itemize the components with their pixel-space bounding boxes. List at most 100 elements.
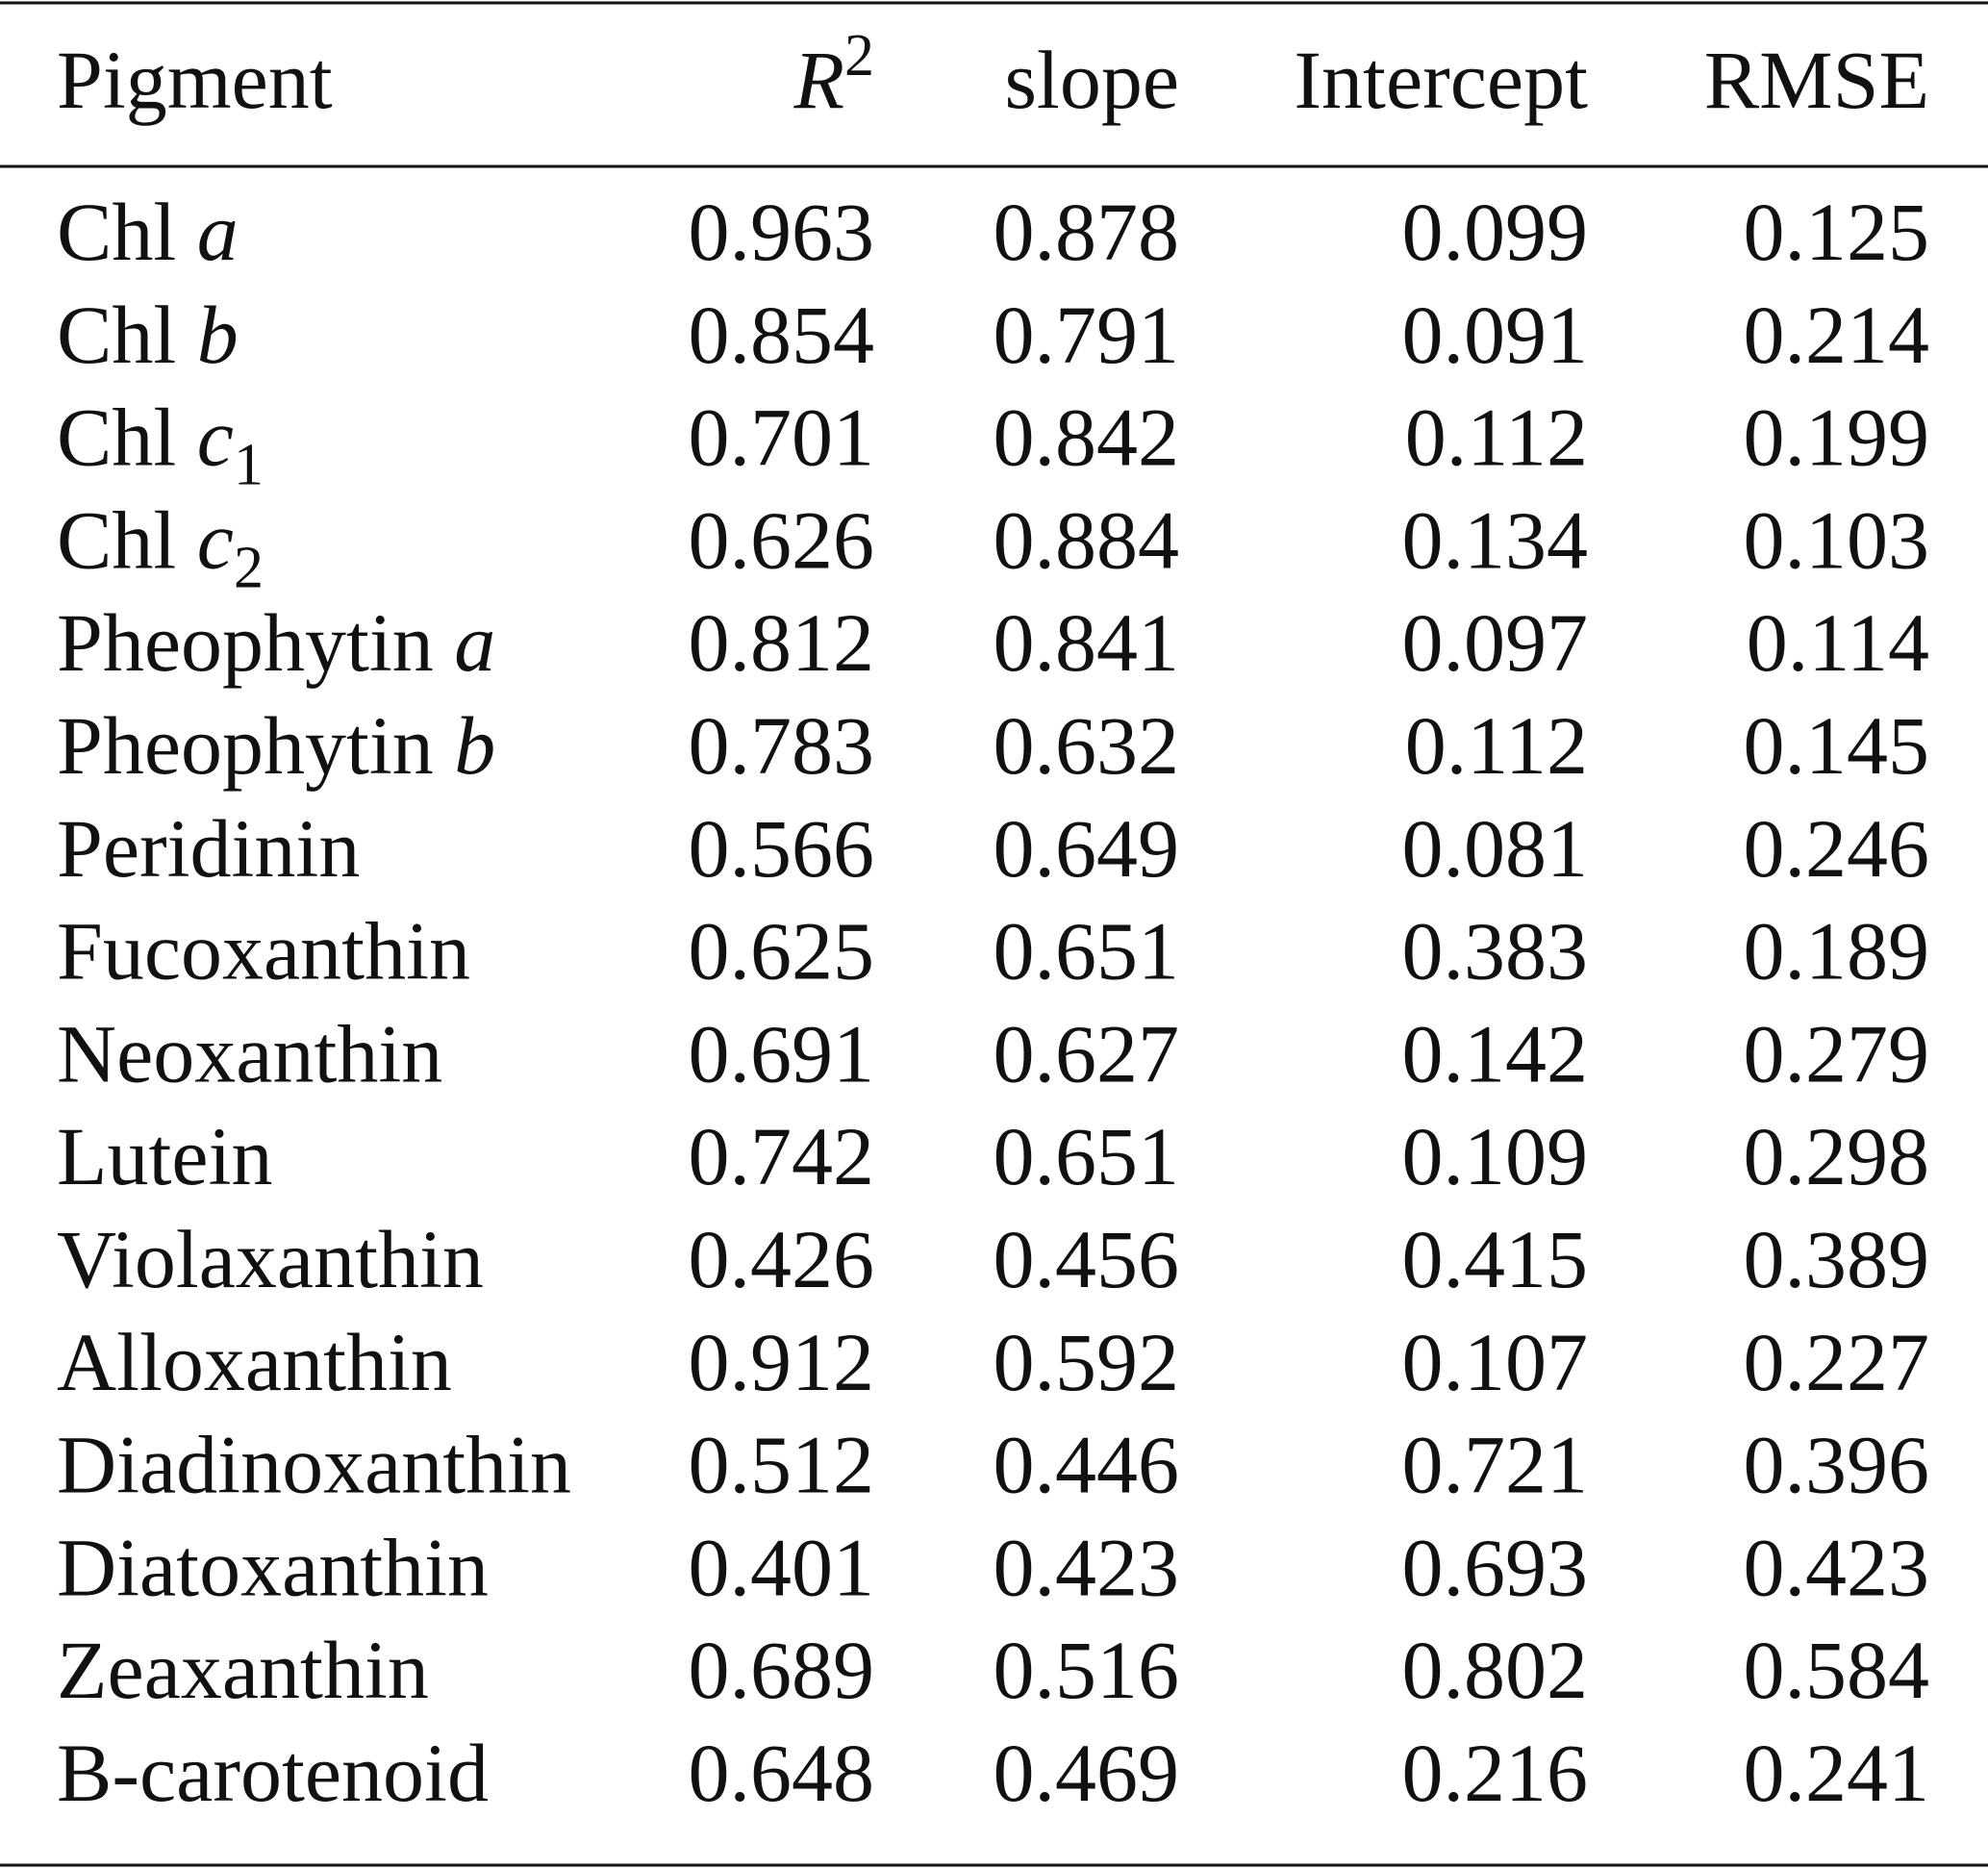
value-cell: 0.145: [1744, 699, 1930, 792]
value-cell-text: 0.216: [1402, 1727, 1589, 1819]
value-cell: 0.107: [1402, 1316, 1589, 1408]
value-cell: 0.592: [994, 1316, 1180, 1408]
value-cell-text: 0.693: [1402, 1521, 1589, 1613]
value-cell: 0.512: [689, 1419, 875, 1511]
pigment-name-italic: c: [197, 391, 234, 484]
column-header: slope: [1004, 34, 1179, 126]
pigment-name: Chl c2: [57, 493, 264, 600]
value-cell: 0.415: [1402, 1213, 1589, 1305]
value-cell: 0.884: [994, 493, 1180, 586]
value-cell-text: 0.125: [1744, 186, 1930, 278]
value-cell: 0.649: [994, 802, 1180, 895]
column-header: RMSE: [1704, 34, 1929, 126]
value-cell-text: 0.802: [1402, 1624, 1589, 1716]
value-cell: 0.632: [994, 699, 1180, 792]
value-cell: 0.812: [689, 596, 875, 689]
value-cell-text: 0.651: [994, 1110, 1180, 1202]
pigment-name: Chl c1: [57, 391, 264, 498]
value-cell: 0.423: [994, 1521, 1180, 1613]
value-cell: 0.783: [689, 699, 875, 792]
value-cell-text: 0.701: [689, 391, 875, 484]
value-cell-text: 0.099: [1402, 186, 1589, 278]
value-cell-text: 0.241: [1744, 1727, 1930, 1819]
column-header-text: R: [793, 34, 844, 126]
value-cell-text: 0.227: [1744, 1316, 1930, 1408]
value-cell: 0.584: [1744, 1624, 1930, 1716]
value-cell-text: 0.841: [994, 596, 1180, 689]
value-cell: 0.091: [1402, 289, 1589, 381]
column-header-text: RMSE: [1704, 34, 1929, 126]
value-cell-text: 0.423: [1744, 1521, 1930, 1613]
value-cell-text: 0.627: [994, 1007, 1180, 1099]
value-cell-text: 0.383: [1402, 905, 1589, 998]
pigment-name: Alloxanthin: [57, 1316, 452, 1408]
pigment-name-text: Fucoxanthin: [57, 905, 470, 998]
value-cell-text: 0.199: [1744, 391, 1930, 484]
value-cell-text: 0.415: [1402, 1213, 1589, 1305]
value-cell: 0.081: [1402, 802, 1589, 895]
value-cell-text: 0.651: [994, 905, 1180, 998]
value-cell-text: 0.134: [1402, 493, 1589, 586]
value-cell-text: 0.389: [1744, 1213, 1930, 1305]
value-cell: 0.099: [1402, 186, 1589, 278]
value-cell: 0.648: [689, 1727, 875, 1819]
pigment-name-text: Diadinoxanthin: [57, 1419, 571, 1511]
value-cell-text: 0.721: [1402, 1419, 1589, 1511]
value-cell: 0.841: [994, 596, 1180, 689]
pigment-name-text: Diatoxanthin: [57, 1521, 489, 1613]
value-cell: 0.112: [1405, 699, 1588, 792]
value-cell: 0.878: [994, 186, 1180, 278]
value-cell: 0.469: [994, 1727, 1180, 1819]
value-cell: 0.241: [1744, 1727, 1930, 1819]
value-cell-text: 0.091: [1402, 289, 1589, 381]
value-cell-text: 0.426: [689, 1213, 875, 1305]
value-cell-text: 0.963: [689, 186, 875, 278]
value-cell: 0.791: [994, 289, 1180, 381]
value-cell-text: 0.791: [994, 289, 1180, 381]
value-cell: 0.383: [1402, 905, 1589, 998]
pigment-name-text: Zeaxanthin: [57, 1624, 429, 1716]
column-header: R2: [793, 23, 874, 126]
value-cell: 0.693: [1402, 1521, 1589, 1613]
value-cell: 0.103: [1744, 493, 1930, 586]
value-cell: 0.516: [994, 1624, 1180, 1716]
value-cell-text: 0.246: [1744, 802, 1930, 895]
pigment-name-text: Chl: [57, 391, 176, 484]
value-cell-text: 0.783: [689, 699, 875, 792]
pigment-name: Peridinin: [57, 802, 360, 895]
value-cell-text: 0.516: [994, 1624, 1180, 1716]
value-cell: 0.246: [1744, 802, 1930, 895]
value-cell-text: 0.842: [994, 391, 1180, 484]
value-cell-text: 0.107: [1402, 1316, 1589, 1408]
pigment-name: Chl b: [57, 289, 239, 381]
pigment-name-text: Chl: [57, 289, 176, 381]
value-cell-text: 0.189: [1744, 905, 1930, 998]
pigment-name-italic: c: [197, 493, 234, 586]
pigment-name: Fucoxanthin: [57, 905, 470, 998]
pigment-name-text: Lutein: [57, 1110, 273, 1202]
pigment-name-italic: b: [197, 289, 239, 381]
value-cell-text: 0.691: [689, 1007, 875, 1099]
value-cell: 0.279: [1744, 1007, 1930, 1099]
value-cell: 0.389: [1744, 1213, 1930, 1305]
value-cell-text: 0.423: [994, 1521, 1180, 1613]
pigment-name-text: B-carotenoid: [57, 1727, 489, 1819]
value-cell-text: 0.878: [994, 186, 1180, 278]
pigment-name-text: Pheophytin: [57, 596, 434, 689]
pigment-name-text: Violaxanthin: [57, 1213, 484, 1305]
value-cell: 0.651: [994, 905, 1180, 998]
value-cell-text: 0.112: [1405, 391, 1588, 484]
value-cell: 0.401: [689, 1521, 875, 1613]
value-cell: 0.701: [689, 391, 875, 484]
value-cell: 0.691: [689, 1007, 875, 1099]
value-cell-text: 0.145: [1744, 699, 1930, 792]
value-cell-text: 0.649: [994, 802, 1180, 895]
value-cell-text: 0.584: [1744, 1624, 1930, 1716]
value-cell-text: 0.912: [689, 1316, 875, 1408]
pigment-name: Diadinoxanthin: [57, 1419, 571, 1511]
pigment-name: Pheophytin b: [57, 699, 495, 792]
pigment-name: Pheophytin a: [57, 596, 495, 689]
value-cell-text: 0.097: [1402, 596, 1589, 689]
pigment-name-text: Neoxanthin: [57, 1007, 442, 1099]
value-cell: 0.298: [1744, 1110, 1930, 1202]
